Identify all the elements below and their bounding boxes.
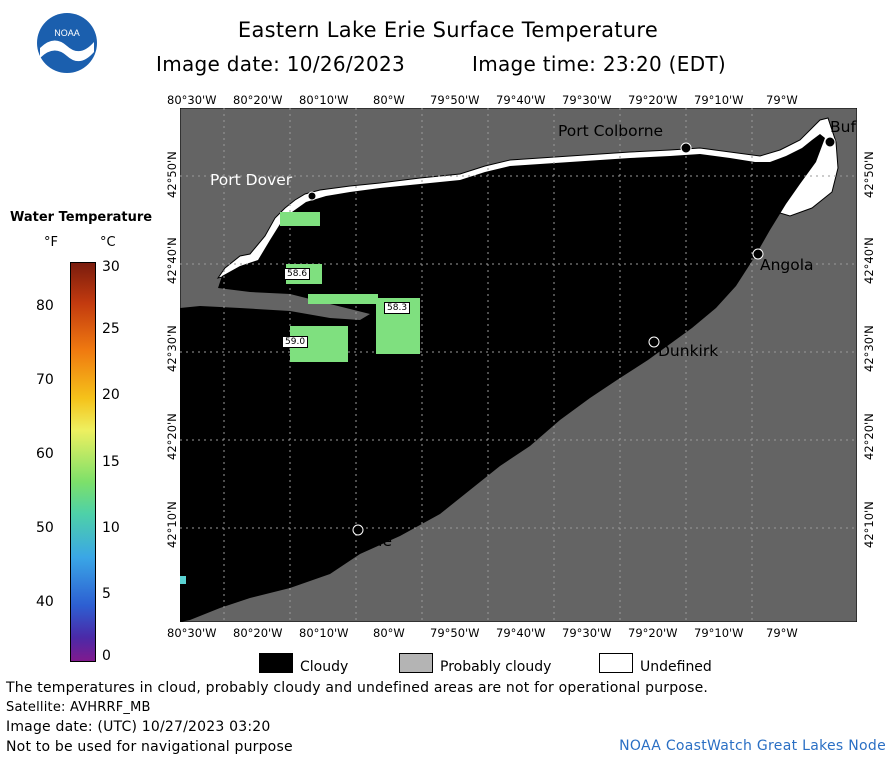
lat-label: 42°10'N — [165, 501, 179, 548]
lon-label: 79°10'W — [694, 626, 744, 640]
place-angola: Angola — [760, 256, 814, 274]
c-tick: 5 — [102, 586, 111, 602]
lon-label: 80°10'W — [299, 93, 349, 107]
lon-label: 79°50'W — [430, 626, 480, 640]
lon-label: 79°W — [766, 626, 798, 640]
legend-probably-cloudy-swatch — [399, 653, 433, 673]
legend-cloudy-label: Cloudy — [300, 659, 349, 675]
lat-label: 42°40'N — [862, 237, 876, 284]
lon-label: 80°30'W — [167, 626, 217, 640]
lon-label: 79°10'W — [694, 93, 744, 107]
noaa-logo: NOAA — [36, 12, 98, 74]
place-erie: Erie — [362, 532, 393, 550]
f-tick: 80 — [36, 298, 54, 314]
place-port-colborne: Port Colborne — [558, 122, 664, 140]
f-tick: 50 — [36, 520, 54, 536]
credit-text: NOAA CoastWatch Great Lakes Node — [619, 738, 886, 754]
c-tick: 0 — [102, 648, 111, 664]
sst-value: 58.3 — [384, 302, 411, 314]
legend-undefined-label: Undefined — [640, 659, 712, 675]
lat-label: 42°50'N — [165, 151, 179, 198]
colorbar-title: Water Temperature — [10, 210, 153, 225]
lon-label: 79°30'W — [562, 93, 612, 107]
lon-label: 79°W — [766, 93, 798, 107]
satellite-text: Satellite: AVHRRF_MB — [6, 700, 151, 715]
legend-cloudy-swatch — [259, 653, 293, 673]
lon-label: 80°20'W — [233, 93, 283, 107]
f-tick: 60 — [36, 446, 54, 462]
lon-label: 80°W — [373, 93, 405, 107]
logo-text: NOAA — [54, 28, 80, 38]
lat-label: 42°30'N — [165, 325, 179, 372]
c-tick: 10 — [102, 520, 120, 536]
graticule — [180, 108, 857, 622]
lon-label: 80°W — [373, 626, 405, 640]
sst-value: 59.0 — [282, 336, 309, 348]
place-dunkirk: Dunkirk — [658, 342, 719, 360]
navigation-warning: Not to be used for navigational purpose — [6, 739, 293, 755]
c-tick: 25 — [102, 321, 120, 337]
lon-label: 79°40'W — [496, 93, 546, 107]
lake-erie-map: Port Colborne Port Dover Buf Angola Dunk… — [179, 107, 858, 623]
lat-label: 42°20'N — [862, 413, 876, 460]
lon-label: 79°30'W — [562, 626, 612, 640]
image-time: Image time: 23:20 (EDT) — [472, 52, 727, 76]
lat-label: 42°40'N — [165, 237, 179, 284]
place-buffalo: Buf — [830, 118, 856, 136]
utc-date-text: Image date: (UTC) 10/27/2023 03:20 — [6, 719, 271, 735]
place-port-dover: Port Dover — [210, 171, 293, 189]
lat-label: 42°10'N — [862, 501, 876, 548]
c-tick: 30 — [102, 259, 120, 275]
cloud-cover — [180, 134, 825, 622]
page-title: Eastern Lake Erie Surface Temperature — [237, 18, 659, 42]
colorbar-gradient — [70, 262, 96, 662]
lat-label: 42°20'N — [165, 413, 179, 460]
c-tick: 15 — [102, 454, 120, 470]
legend-undefined-swatch — [599, 653, 633, 673]
lon-label: 79°50'W — [430, 93, 480, 107]
lon-label: 79°20'W — [628, 626, 678, 640]
city-markers — [307, 136, 836, 536]
image-date: Image date: 10/26/2023 — [156, 52, 406, 76]
colorbar-unit-f: °F — [44, 235, 58, 250]
f-tick: 40 — [36, 594, 54, 610]
sst-value: 58.6 — [284, 268, 311, 280]
lon-label: 80°30'W — [167, 93, 217, 107]
lon-label: 79°20'W — [628, 93, 678, 107]
lat-label: 42°50'N — [862, 151, 876, 198]
f-tick: 70 — [36, 372, 54, 388]
lon-label: 80°20'W — [233, 626, 283, 640]
lon-label: 80°10'W — [299, 626, 349, 640]
lon-label: 79°40'W — [496, 626, 546, 640]
legend-probably-cloudy-label: Probably cloudy — [440, 659, 552, 675]
c-tick: 20 — [102, 387, 120, 403]
lat-label: 42°30'N — [862, 325, 876, 372]
disclaimer-text: The temperatures in cloud, probably clou… — [6, 680, 709, 696]
colorbar-unit-c: °C — [100, 235, 116, 250]
